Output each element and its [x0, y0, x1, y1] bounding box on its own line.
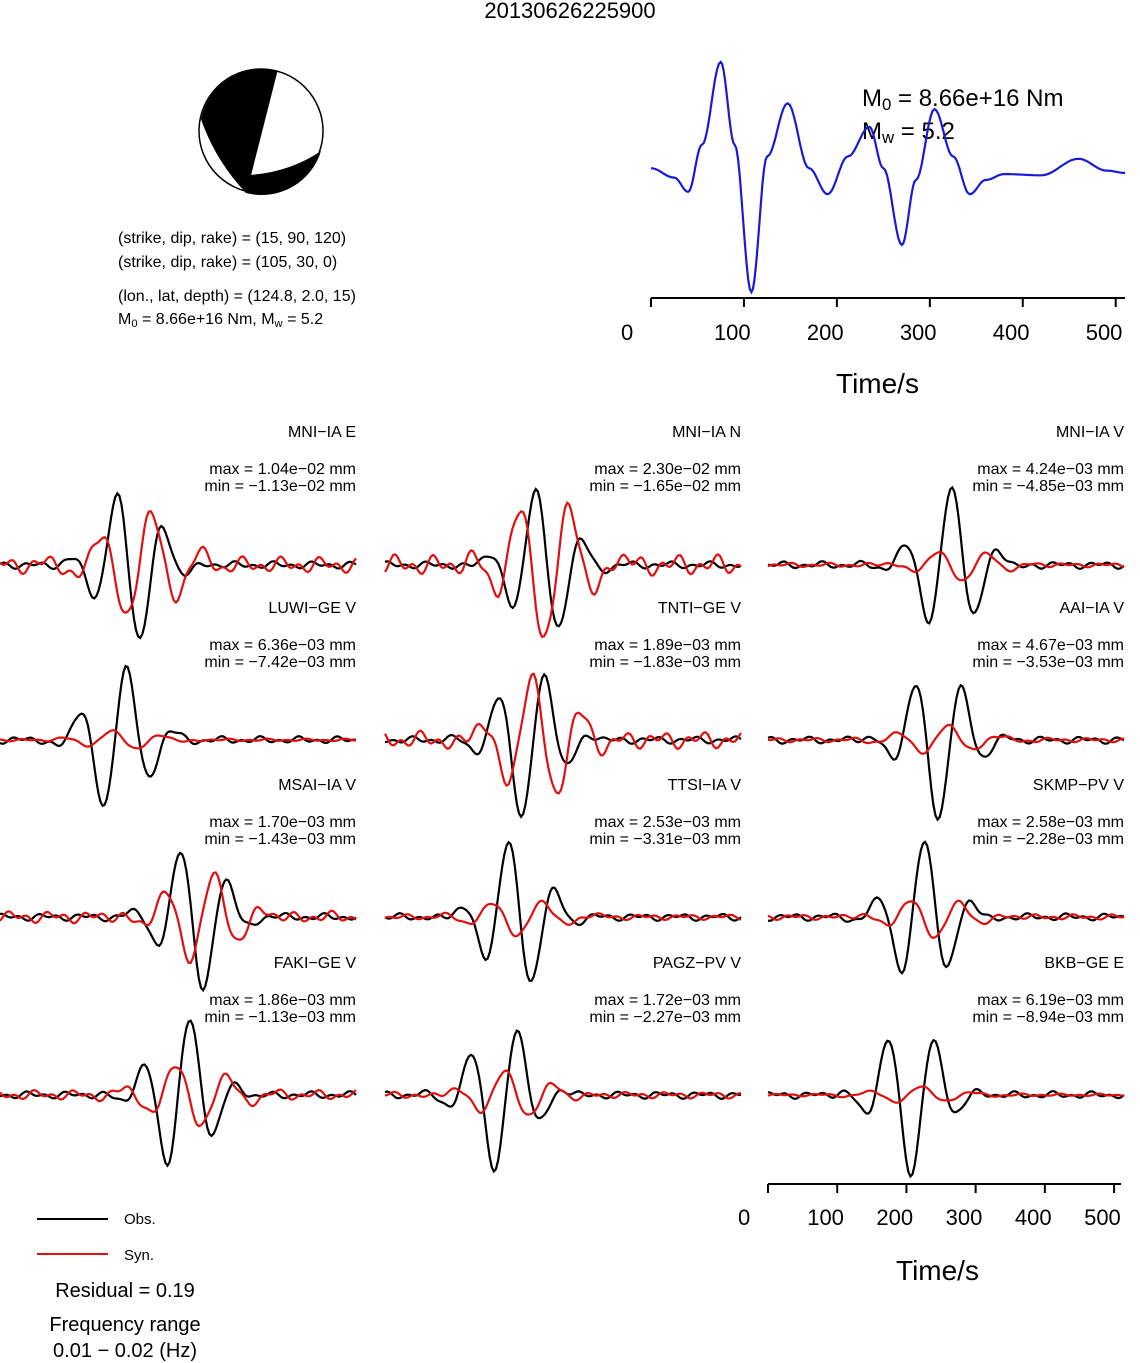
station-name-4: LUWI−GE V	[268, 600, 356, 617]
station-max-7: max = 1.70e−03 mm	[209, 814, 356, 831]
station-min-7: min = −1.43e−03 mm	[204, 831, 356, 848]
plane1-text: (strike, dip, rake) = (15, 90, 120)	[118, 230, 347, 247]
trace-syn-7	[0, 871, 357, 965]
trace-obs-10	[0, 1019, 357, 1168]
location-text: (lon., lat, depth) = (124.8, 2.0, 15)	[118, 288, 356, 305]
station-min-11: min = −2.27e−03 mm	[589, 1009, 741, 1026]
trace-syn-3	[767, 550, 1125, 582]
stf-curve	[650, 60, 1125, 295]
station-name-3: MNI−IA V	[1055, 424, 1124, 441]
waveform-tick-label-0: 0	[738, 1205, 751, 1230]
trace-syn-1	[0, 509, 357, 614]
station-max-4: max = 6.36e−03 mm	[209, 637, 356, 654]
station-min-12: min = −8.94e−03 mm	[972, 1009, 1124, 1026]
station-name-2: MNI−IA N	[672, 424, 741, 441]
moment-text: M0 = 8.66e+16 Nm, Mw = 5.2	[118, 311, 324, 330]
station-name-12: BKB−GE E	[1044, 955, 1124, 972]
station-min-5: min = −1.83e−03 mm	[589, 654, 741, 671]
residual-text: Residual = 0.19	[55, 1280, 195, 1302]
stf-tick-label-100: 100	[713, 320, 751, 345]
station-max-3: max = 4.24e−03 mm	[977, 461, 1124, 478]
waveform-tick-label-300: 300	[945, 1205, 983, 1230]
station-name-10: FAKI−GE V	[273, 955, 356, 972]
station-min-6: min = −3.53e−03 mm	[972, 654, 1124, 671]
waveform-tick-label-200: 200	[876, 1205, 914, 1230]
stf-tick-label-500: 500	[1085, 320, 1123, 345]
station-name-5: TNTI−GE V	[657, 600, 741, 617]
stf-tick-label-200: 200	[806, 320, 844, 345]
station-min-3: min = −4.85e−03 mm	[972, 478, 1124, 495]
waveform-tick-label-400: 400	[1014, 1205, 1052, 1230]
trace-obs-11	[384, 1029, 742, 1174]
station-name-1: MNI−IA E	[287, 424, 356, 441]
trace-obs-5	[384, 672, 742, 819]
station-max-6: max = 4.67e−03 mm	[977, 637, 1124, 654]
trace-syn-6	[767, 723, 1125, 756]
freq-value: 0.01 − 0.02 (Hz)	[53, 1340, 197, 1362]
trace-obs-12	[767, 1038, 1125, 1179]
station-max-10: max = 1.86e−03 mm	[209, 992, 356, 1009]
trace-obs-4	[0, 664, 357, 808]
stf-tick-label-300: 300	[899, 320, 937, 345]
stf-tick-label-0: 0	[621, 320, 634, 345]
station-max-2: max = 2.30e−02 mm	[594, 461, 741, 478]
station-name-7: MSAI−IA V	[278, 777, 356, 794]
station-max-12: max = 6.19e−03 mm	[977, 992, 1124, 1009]
station-name-11: PAGZ−PV V	[652, 955, 741, 972]
legend-obs-label: Obs.	[124, 1211, 156, 1228]
station-min-2: min = −1.65e−02 mm	[589, 478, 741, 495]
plane2-text: (strike, dip, rake) = (105, 30, 0)	[118, 254, 338, 271]
station-min-4: min = −7.42e−03 mm	[204, 654, 356, 671]
trace-obs-9	[767, 840, 1125, 975]
trace-obs-8	[384, 840, 742, 982]
station-max-9: max = 2.58e−03 mm	[977, 814, 1124, 831]
station-max-11: max = 1.72e−03 mm	[594, 992, 741, 1009]
trace-obs-6	[767, 683, 1125, 822]
waveform-tick-label-100: 100	[807, 1205, 844, 1230]
trace-syn-4	[0, 729, 356, 750]
station-min-9: min = −2.28e−03 mm	[972, 831, 1124, 848]
trace-syn-8	[384, 899, 742, 938]
waveform-xlabel: Time/s	[896, 1255, 979, 1286]
trace-syn-11	[384, 1069, 742, 1116]
station-max-1: max = 1.04e−02 mm	[209, 461, 356, 478]
station-name-9: SKMP−PV V	[1032, 777, 1124, 794]
stf-m0-label: M0 = 8.66e+16 Nm	[862, 85, 1064, 115]
legend-syn-label: Syn.	[124, 1247, 155, 1264]
station-min-10: min = −1.13e−03 mm	[204, 1009, 356, 1026]
trace-obs-2	[384, 487, 742, 628]
freq-label: Frequency range	[49, 1314, 201, 1336]
waveform-tick-label-500: 500	[1084, 1205, 1121, 1230]
trace-syn-2	[384, 501, 742, 639]
trace-syn-10	[0, 1066, 357, 1128]
trace-syn-5	[384, 672, 742, 795]
station-max-8: max = 2.53e−03 mm	[594, 814, 741, 831]
station-min-1: min = −1.13e−02 mm	[204, 478, 356, 495]
station-name-8: TTSI−IA V	[667, 777, 741, 794]
trace-obs-1	[0, 491, 357, 640]
station-max-5: max = 1.89e−03 mm	[594, 637, 741, 654]
station-name-6: AAI−IA V	[1059, 600, 1124, 617]
page-title: 20130626225900	[484, 0, 656, 23]
stf-xlabel: Time/s	[836, 368, 919, 399]
trace-syn-9	[767, 899, 1125, 940]
stf-tick-label-400: 400	[992, 320, 1030, 345]
trace-syn-12	[767, 1085, 1125, 1104]
station-min-8: min = −3.31e−03 mm	[589, 831, 741, 848]
